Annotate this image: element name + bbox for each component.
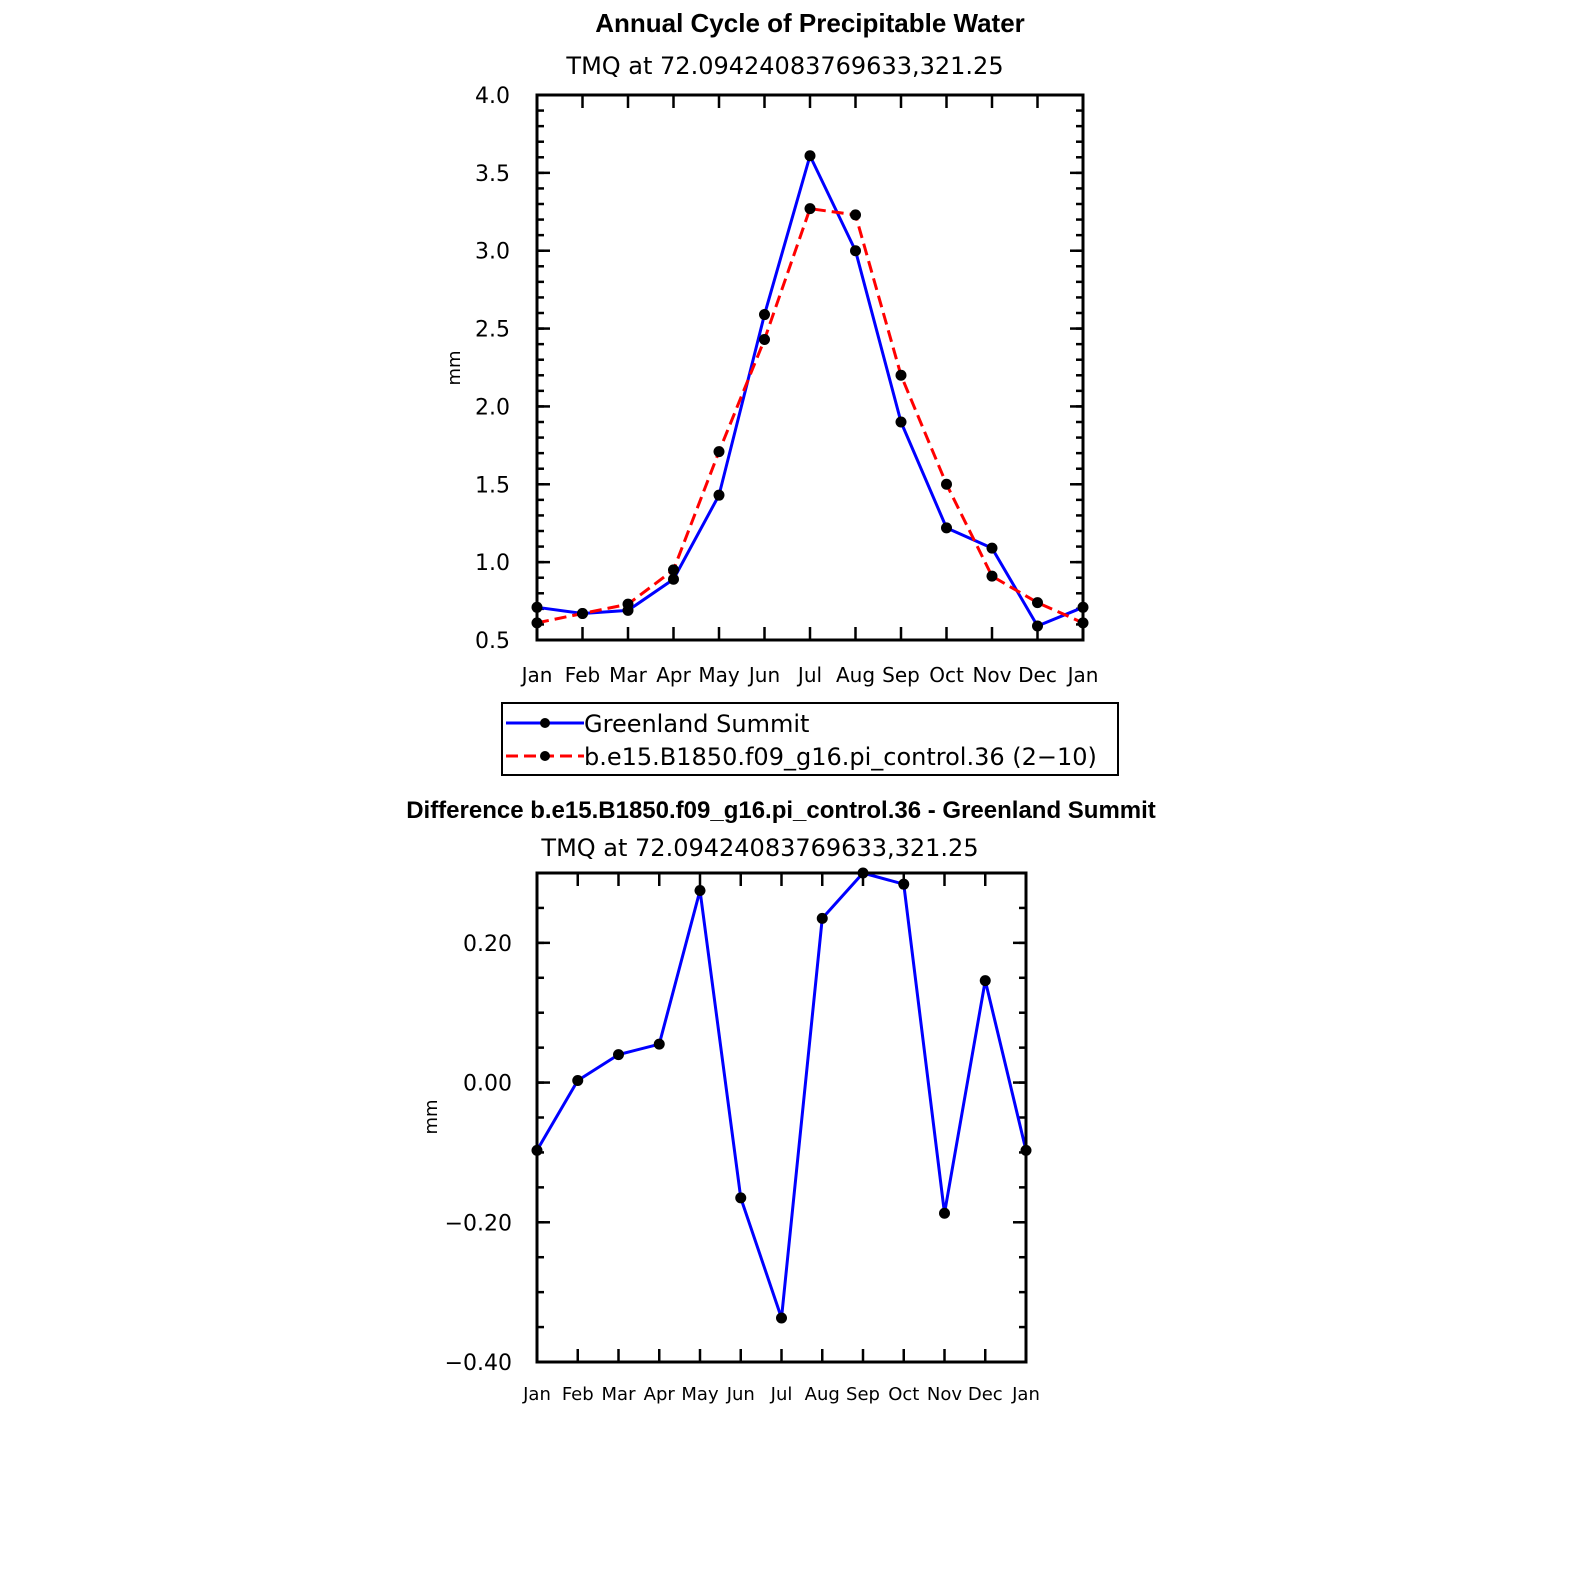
data-point-series-1 bbox=[1032, 620, 1043, 632]
chart1-y-axis-label: mm bbox=[444, 350, 465, 385]
x-tick-label: Mar bbox=[602, 1384, 637, 1405]
chart2-y-axis-label: mm bbox=[421, 1099, 442, 1134]
x-tick-label: Feb bbox=[565, 663, 600, 687]
y-tick-label: 0.5 bbox=[475, 629, 510, 654]
data-point-series-1 bbox=[895, 416, 907, 428]
data-point-series-2 bbox=[804, 203, 816, 215]
data-point-series-1 bbox=[816, 912, 828, 924]
legend-marker-model bbox=[540, 751, 550, 761]
chart2-plot-frame bbox=[535, 871, 1028, 1364]
y-tick-label: 2.5 bbox=[475, 318, 510, 343]
y-tick-label: −0.40 bbox=[445, 1351, 512, 1376]
x-tick-label: Jan bbox=[520, 663, 553, 687]
x-tick-label: Dec bbox=[1018, 663, 1057, 687]
x-tick-label: Jun bbox=[726, 1384, 755, 1405]
x-tick-label: Oct bbox=[929, 663, 964, 687]
data-point-series-2 bbox=[986, 570, 998, 582]
y-tick-label: 4.0 bbox=[475, 84, 510, 109]
data-point-series-2 bbox=[577, 608, 588, 620]
x-tick-label: Jan bbox=[1011, 1384, 1040, 1405]
data-point-series-1 bbox=[804, 150, 816, 162]
x-tick-label: Sep bbox=[882, 663, 920, 687]
data-point-series-1 bbox=[939, 1207, 950, 1219]
chart2-x-tick-labels: Jan Feb Mar Apr May Jun Jul Aug Sep Oct Nov Dec Jan bbox=[522, 1384, 1040, 1405]
y-tick-label: 0.00 bbox=[463, 1072, 512, 1097]
x-tick-label: Apr bbox=[644, 1384, 676, 1405]
x-tick-label: Dec bbox=[968, 1384, 1003, 1405]
chart2: Difference b.e15.B1850.f09_g16.pi_contro… bbox=[406, 797, 1156, 1405]
series-line-1 bbox=[536, 154, 1084, 628]
x-tick-label: Jul bbox=[796, 663, 822, 687]
data-point-series-2 bbox=[622, 598, 634, 610]
y-tick-label: 3.5 bbox=[475, 162, 510, 187]
y-tick-label: 1.5 bbox=[475, 473, 510, 498]
chart1-series bbox=[531, 150, 1089, 632]
chart1-title: Annual Cycle of Precipitable Water bbox=[595, 8, 1025, 38]
x-tick-label: Apr bbox=[656, 663, 691, 687]
chart1-subtitle: TMQ at 72.09424083769633,321.25 bbox=[565, 52, 1003, 80]
x-tick-label: Nov bbox=[972, 663, 1011, 687]
data-point-series-1 bbox=[713, 489, 725, 501]
y-tick-label: 2.0 bbox=[475, 395, 510, 420]
data-point-series-2 bbox=[941, 478, 952, 490]
x-tick-label: Aug bbox=[836, 663, 875, 687]
legend-box bbox=[501, 702, 1119, 776]
y-tick-label: 0.20 bbox=[463, 932, 512, 957]
data-point-series-2 bbox=[1032, 597, 1043, 609]
chart1-x-tick-labels: Jan Feb Mar Apr May Jun Jul Aug Sep Oct Nov Dec Jan bbox=[520, 663, 1099, 687]
x-tick-label: Mar bbox=[609, 663, 648, 687]
y-tick-label: 1.0 bbox=[475, 551, 510, 576]
legend-label-greenland: Greenland Summit bbox=[584, 710, 809, 738]
data-point-series-2 bbox=[850, 209, 861, 221]
data-point-series-2 bbox=[668, 564, 679, 576]
data-point-series-2 bbox=[759, 333, 770, 345]
x-tick-label: Feb bbox=[562, 1384, 594, 1405]
x-tick-label: Jan bbox=[1066, 663, 1099, 687]
chart1-plot-frame bbox=[535, 93, 1085, 642]
y-tick-label: −0.20 bbox=[445, 1211, 512, 1236]
chart2-ticks bbox=[535, 871, 1028, 1364]
data-point-series-1 bbox=[653, 1038, 665, 1050]
data-point-series-1 bbox=[986, 542, 998, 554]
legend-marker-greenland bbox=[540, 718, 550, 728]
data-point-series-2 bbox=[895, 369, 907, 381]
chart2-series bbox=[531, 867, 1032, 1324]
chart2-y-tick-labels: 0.20 0.00 −0.20 −0.40 bbox=[445, 932, 512, 1376]
x-tick-label: Oct bbox=[888, 1384, 919, 1405]
chart2-subtitle: TMQ at 72.09424083769633,321.25 bbox=[540, 834, 978, 862]
x-tick-label: Jun bbox=[747, 663, 780, 687]
x-tick-label: Sep bbox=[846, 1384, 880, 1405]
series-line-1 bbox=[535, 871, 1028, 1320]
x-tick-label: May bbox=[698, 663, 740, 687]
data-point-series-1 bbox=[735, 1192, 747, 1204]
x-tick-label: Nov bbox=[927, 1384, 962, 1405]
chart1-legend: Greenland Summit b.e15.B1850.f09_g16.pi_… bbox=[501, 702, 1119, 776]
data-point-series-1 bbox=[850, 245, 861, 257]
data-point-series-2 bbox=[713, 446, 725, 458]
data-point-series-1 bbox=[941, 522, 952, 534]
chart1: Annual Cycle of Precipitable Water TMQ a… bbox=[444, 8, 1119, 776]
y-tick-label: 3.0 bbox=[475, 240, 510, 265]
data-point-series-1 bbox=[898, 878, 910, 890]
data-point-series-1 bbox=[979, 975, 991, 987]
data-point-series-1 bbox=[694, 884, 706, 896]
x-tick-label: Aug bbox=[805, 1384, 840, 1405]
x-tick-label: Jan bbox=[522, 1384, 551, 1405]
x-tick-label: Jul bbox=[770, 1384, 793, 1405]
chart1-y-tick-labels: 4.0 3.5 3.0 2.5 2.0 1.5 1.0 0.5 bbox=[475, 84, 510, 654]
data-point-series-1 bbox=[776, 1312, 787, 1324]
data-point-series-1 bbox=[668, 573, 679, 585]
chart1-ticks bbox=[535, 93, 1085, 642]
data-point-series-1 bbox=[613, 1049, 624, 1061]
chart2-title: Difference b.e15.B1850.f09_g16.pi_contro… bbox=[406, 797, 1156, 824]
data-point-series-1 bbox=[572, 1074, 584, 1086]
data-point-series-1 bbox=[759, 309, 770, 321]
x-tick-label: May bbox=[681, 1384, 719, 1405]
legend-label-model: b.e15.B1850.f09_g16.pi_control.36 (2−10) bbox=[584, 743, 1097, 771]
